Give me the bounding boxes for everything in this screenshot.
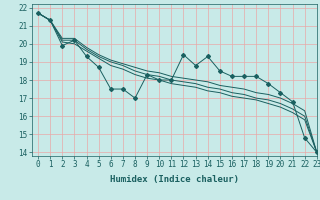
X-axis label: Humidex (Indice chaleur): Humidex (Indice chaleur) [110, 175, 239, 184]
